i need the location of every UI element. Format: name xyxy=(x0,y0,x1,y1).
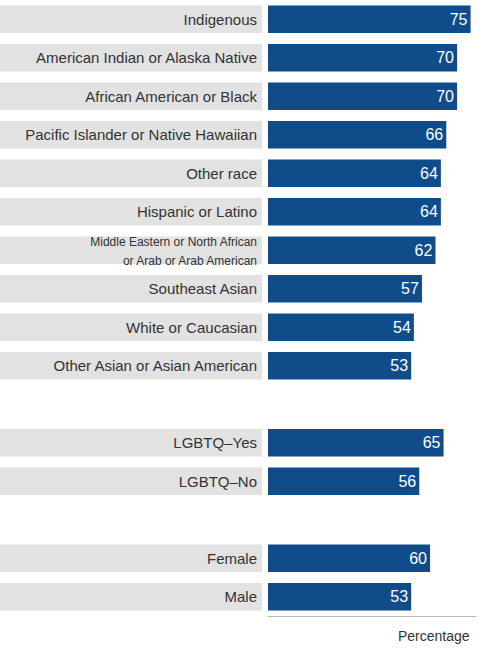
svg-text:African American or Black: African American or Black xyxy=(85,88,257,105)
svg-text:54: 54 xyxy=(393,319,411,336)
svg-text:LGBTQ–Yes: LGBTQ–Yes xyxy=(173,434,257,451)
svg-text:62: 62 xyxy=(415,242,433,259)
svg-text:Female: Female xyxy=(207,550,257,567)
svg-text:56: 56 xyxy=(398,473,416,490)
svg-text:Other Asian or Asian American: Other Asian or Asian American xyxy=(54,357,257,374)
svg-text:Pacific Islander or Native Haw: Pacific Islander or Native Hawaiian xyxy=(25,126,257,143)
svg-text:White or Caucasian: White or Caucasian xyxy=(126,319,257,336)
svg-text:Other race: Other race xyxy=(186,165,257,182)
svg-text:Southeast Asian: Southeast Asian xyxy=(149,280,257,297)
svg-text:70: 70 xyxy=(436,49,454,66)
svg-text:LGBTQ–No: LGBTQ–No xyxy=(179,473,257,490)
svg-text:64: 64 xyxy=(420,203,438,220)
svg-text:66: 66 xyxy=(425,126,443,143)
svg-text:75: 75 xyxy=(450,11,468,28)
svg-text:Middle Eastern or North Africa: Middle Eastern or North Africanor Arab o… xyxy=(90,235,257,269)
svg-text:Hispanic or Latino: Hispanic or Latino xyxy=(137,203,257,220)
svg-text:70: 70 xyxy=(436,88,454,105)
svg-text:60: 60 xyxy=(409,550,427,567)
svg-text:64: 64 xyxy=(420,165,438,182)
svg-text:57: 57 xyxy=(401,280,419,297)
svg-text:Indigenous: Indigenous xyxy=(184,11,257,28)
svg-text:53: 53 xyxy=(390,357,408,374)
svg-text:Percentage: Percentage xyxy=(398,628,470,644)
svg-text:53: 53 xyxy=(390,588,408,605)
svg-text:65: 65 xyxy=(423,434,441,451)
svg-text:Male: Male xyxy=(224,588,257,605)
svg-text:American Indian or Alaska Nati: American Indian or Alaska Native xyxy=(36,49,257,66)
